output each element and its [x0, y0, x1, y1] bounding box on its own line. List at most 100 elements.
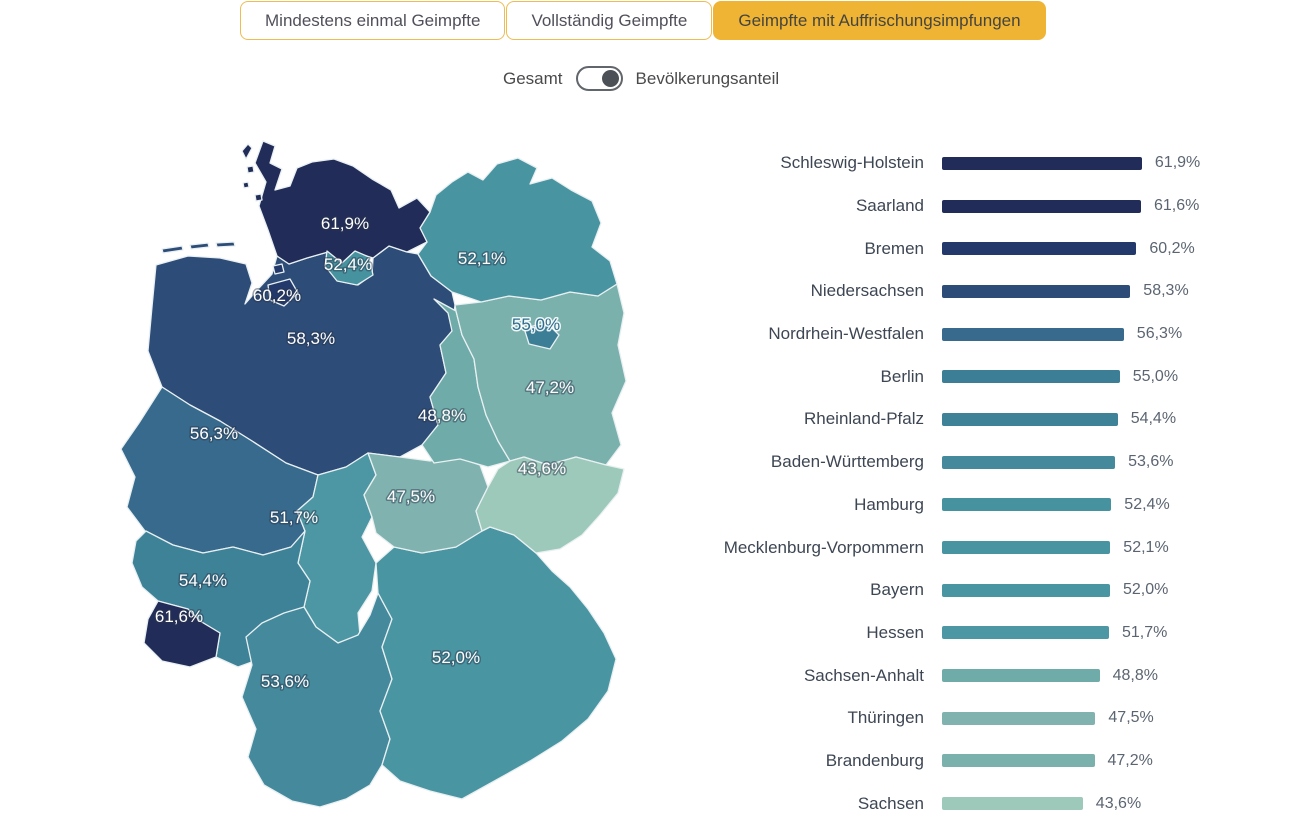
map-value-label-RP: 54,4% — [179, 571, 227, 590]
gesamt-bevoelkerungsanteil-switch[interactable] — [575, 66, 623, 91]
bar-NI[interactable] — [942, 284, 1131, 298]
display-mode-toggle-row: Gesamt Bevölkerungsanteil — [503, 66, 779, 91]
map-value-label-TH: 47,5% — [387, 487, 435, 506]
state-name: Niedersachsen — [810, 281, 924, 301]
bar-value: 47,2% — [1107, 751, 1153, 769]
bar-value: 61,6% — [1154, 197, 1200, 215]
map-value-labels: 61,9% 61,6% 60,2% 58,3% 56,3% 55,0% 54,4% 53,6%… — [153, 213, 575, 693]
state-shape-sachsen[interactable] — [475, 456, 625, 554]
bar-value: 58,3% — [1143, 282, 1189, 300]
bar-row: Rheinland-Pfalz 54,4% — [700, 398, 1280, 441]
state-shape-niedersachsen-island[interactable] — [215, 241, 236, 248]
bar-row: Hamburg 52,4% — [700, 484, 1280, 527]
bar-ST[interactable] — [942, 669, 1100, 683]
germany-choropleth-map: 61,9% 61,6% 60,2% 58,3% 56,3% 55,0% 54,4% 53,6%… — [120, 140, 627, 808]
state-shape-schleswig-holstein-island[interactable] — [242, 181, 250, 189]
bar-BY[interactable] — [942, 583, 1110, 597]
bar-value: 56,3% — [1136, 325, 1183, 343]
bar-HE[interactable] — [942, 626, 1109, 640]
bar-MV[interactable] — [942, 541, 1111, 555]
map-value-label-NI: 58,3% — [287, 329, 335, 348]
state-name: Sachsen-Anhalt — [803, 665, 924, 685]
bar-BB[interactable] — [942, 754, 1095, 768]
bar-value: 52,1% — [1123, 538, 1169, 556]
state-name: Berlin — [880, 366, 924, 386]
bar-SN[interactable] — [942, 797, 1083, 811]
bar-row: Niedersachsen 58,3% — [700, 270, 1280, 313]
state-shape-hamburg[interactable] — [324, 250, 374, 286]
bar-row: Schleswig-Holstein 61,9% — [700, 142, 1280, 185]
bar-value: 60,2% — [1149, 239, 1195, 257]
state-shape-bremerhaven[interactable] — [272, 263, 285, 275]
state-shape-schleswig-holstein[interactable] — [254, 140, 431, 265]
bar-value: 55,0% — [1132, 367, 1179, 385]
state-name: Baden-Württemberg — [770, 452, 924, 472]
toggle-label-bevoelkerungsanteil[interactable]: Bevölkerungsanteil — [635, 68, 780, 88]
state-shape-schleswig-holstein-island[interactable] — [254, 193, 263, 202]
map-value-label-SH: 61,9% — [321, 214, 369, 233]
state-shape-bremen[interactable] — [267, 278, 299, 307]
state-name: Nordrhein-Westfalen — [768, 324, 924, 344]
tab-2[interactable]: Geimpfte mit Auffrischungsimpfungen — [713, 1, 1046, 40]
tab-0[interactable]: Mindestens einmal Geimpfte — [240, 1, 506, 40]
state-name: Rheinland-Pfalz — [803, 409, 924, 429]
toggle-label-gesamt[interactable]: Gesamt — [503, 68, 563, 88]
bar-TH[interactable] — [942, 711, 1096, 725]
state-shape-mecklenburg-vorpommern[interactable] — [417, 157, 618, 303]
bar-HH[interactable] — [942, 498, 1112, 512]
bar-BE[interactable] — [942, 370, 1120, 384]
state-name: Saarland — [855, 196, 924, 216]
state-shape-schleswig-holstein-island[interactable] — [241, 143, 253, 160]
bar-row: Thüringen 47,5% — [700, 697, 1280, 740]
bar-SL[interactable] — [942, 199, 1141, 213]
state-name: Sachsen — [857, 793, 924, 813]
bar-row: Saarland 61,6% — [700, 185, 1280, 228]
tab-bar: Mindestens einmal Geimpfte Vollständig Ge… — [240, 1, 1046, 40]
bar-value: 47,5% — [1108, 709, 1154, 727]
state-shape-niedersachsen-island[interactable] — [189, 242, 210, 250]
switch-knob — [601, 70, 619, 87]
state-shape-baden-wuerttemberg[interactable] — [241, 592, 393, 808]
bar-row: Bremen 60,2% — [700, 227, 1280, 270]
state-name: Mecklenburg-Vorpommern — [723, 537, 924, 557]
state-name: Schleswig-Holstein — [780, 153, 924, 173]
state-shape-schleswig-holstein-island[interactable] — [246, 165, 255, 174]
bar-row: Mecklenburg-Vorpommern 52,1% — [700, 526, 1280, 569]
map-value-label-HH: 52,4% — [324, 255, 372, 274]
bar-value: 48,8% — [1112, 666, 1158, 684]
state-shape-niedersachsen-island[interactable] — [161, 245, 184, 254]
map-value-label-ST: 48,8% — [418, 406, 466, 425]
bar-value: 54,4% — [1130, 410, 1177, 428]
tab-1[interactable]: Vollständig Geimpfte — [506, 1, 713, 40]
bar-BW[interactable] — [942, 455, 1116, 469]
bar-row: Sachsen-Anhalt 48,8% — [700, 654, 1280, 697]
map-value-label-BB: 47,2% — [526, 378, 574, 397]
bar-row: Hessen 51,7% — [700, 612, 1280, 655]
bar-row: Sachsen 43,6% — [700, 782, 1280, 825]
bar-value: 51,7% — [1122, 623, 1168, 641]
map-value-label-HB: 60,2% — [253, 286, 301, 305]
map-value-label-SN: 43,6% — [518, 459, 566, 478]
state-shape-berlin[interactable] — [523, 322, 560, 350]
bar-SH[interactable] — [942, 156, 1142, 170]
bar-row: Nordrhein-Westfalen 56,3% — [700, 313, 1280, 356]
map-value-label-MV: 52,1% — [458, 249, 506, 268]
bar-row: Berlin 55,0% — [700, 355, 1280, 398]
map-value-label-BW: 53,6% — [261, 672, 309, 691]
state-shape-bayern[interactable] — [375, 526, 617, 800]
bar-RP[interactable] — [942, 412, 1118, 426]
bar-value: 52,0% — [1123, 581, 1169, 599]
state-shape-saarland[interactable] — [143, 600, 221, 668]
state-name: Brandenburg — [825, 750, 924, 770]
bar-chart: Schleswig-Holstein 61,9% Saarland 61,6% Brem… — [700, 142, 1280, 825]
bar-NW[interactable] — [942, 327, 1124, 341]
state-name: Bremen — [864, 238, 924, 258]
bar-row: Baden-Württemberg 53,6% — [700, 441, 1280, 484]
bar-value: 52,4% — [1124, 495, 1170, 513]
bar-value: 61,9% — [1154, 154, 1201, 172]
map-value-label-SL: 61,6% — [155, 607, 203, 626]
bar-value: 43,6% — [1095, 794, 1142, 812]
map-value-label-BY: 52,0% — [432, 648, 480, 667]
bar-HB[interactable] — [942, 242, 1137, 256]
